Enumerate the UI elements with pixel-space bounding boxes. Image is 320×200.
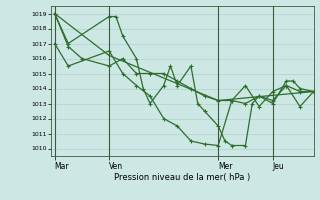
X-axis label: Pression niveau de la mer( hPa ): Pression niveau de la mer( hPa ) [114,173,251,182]
